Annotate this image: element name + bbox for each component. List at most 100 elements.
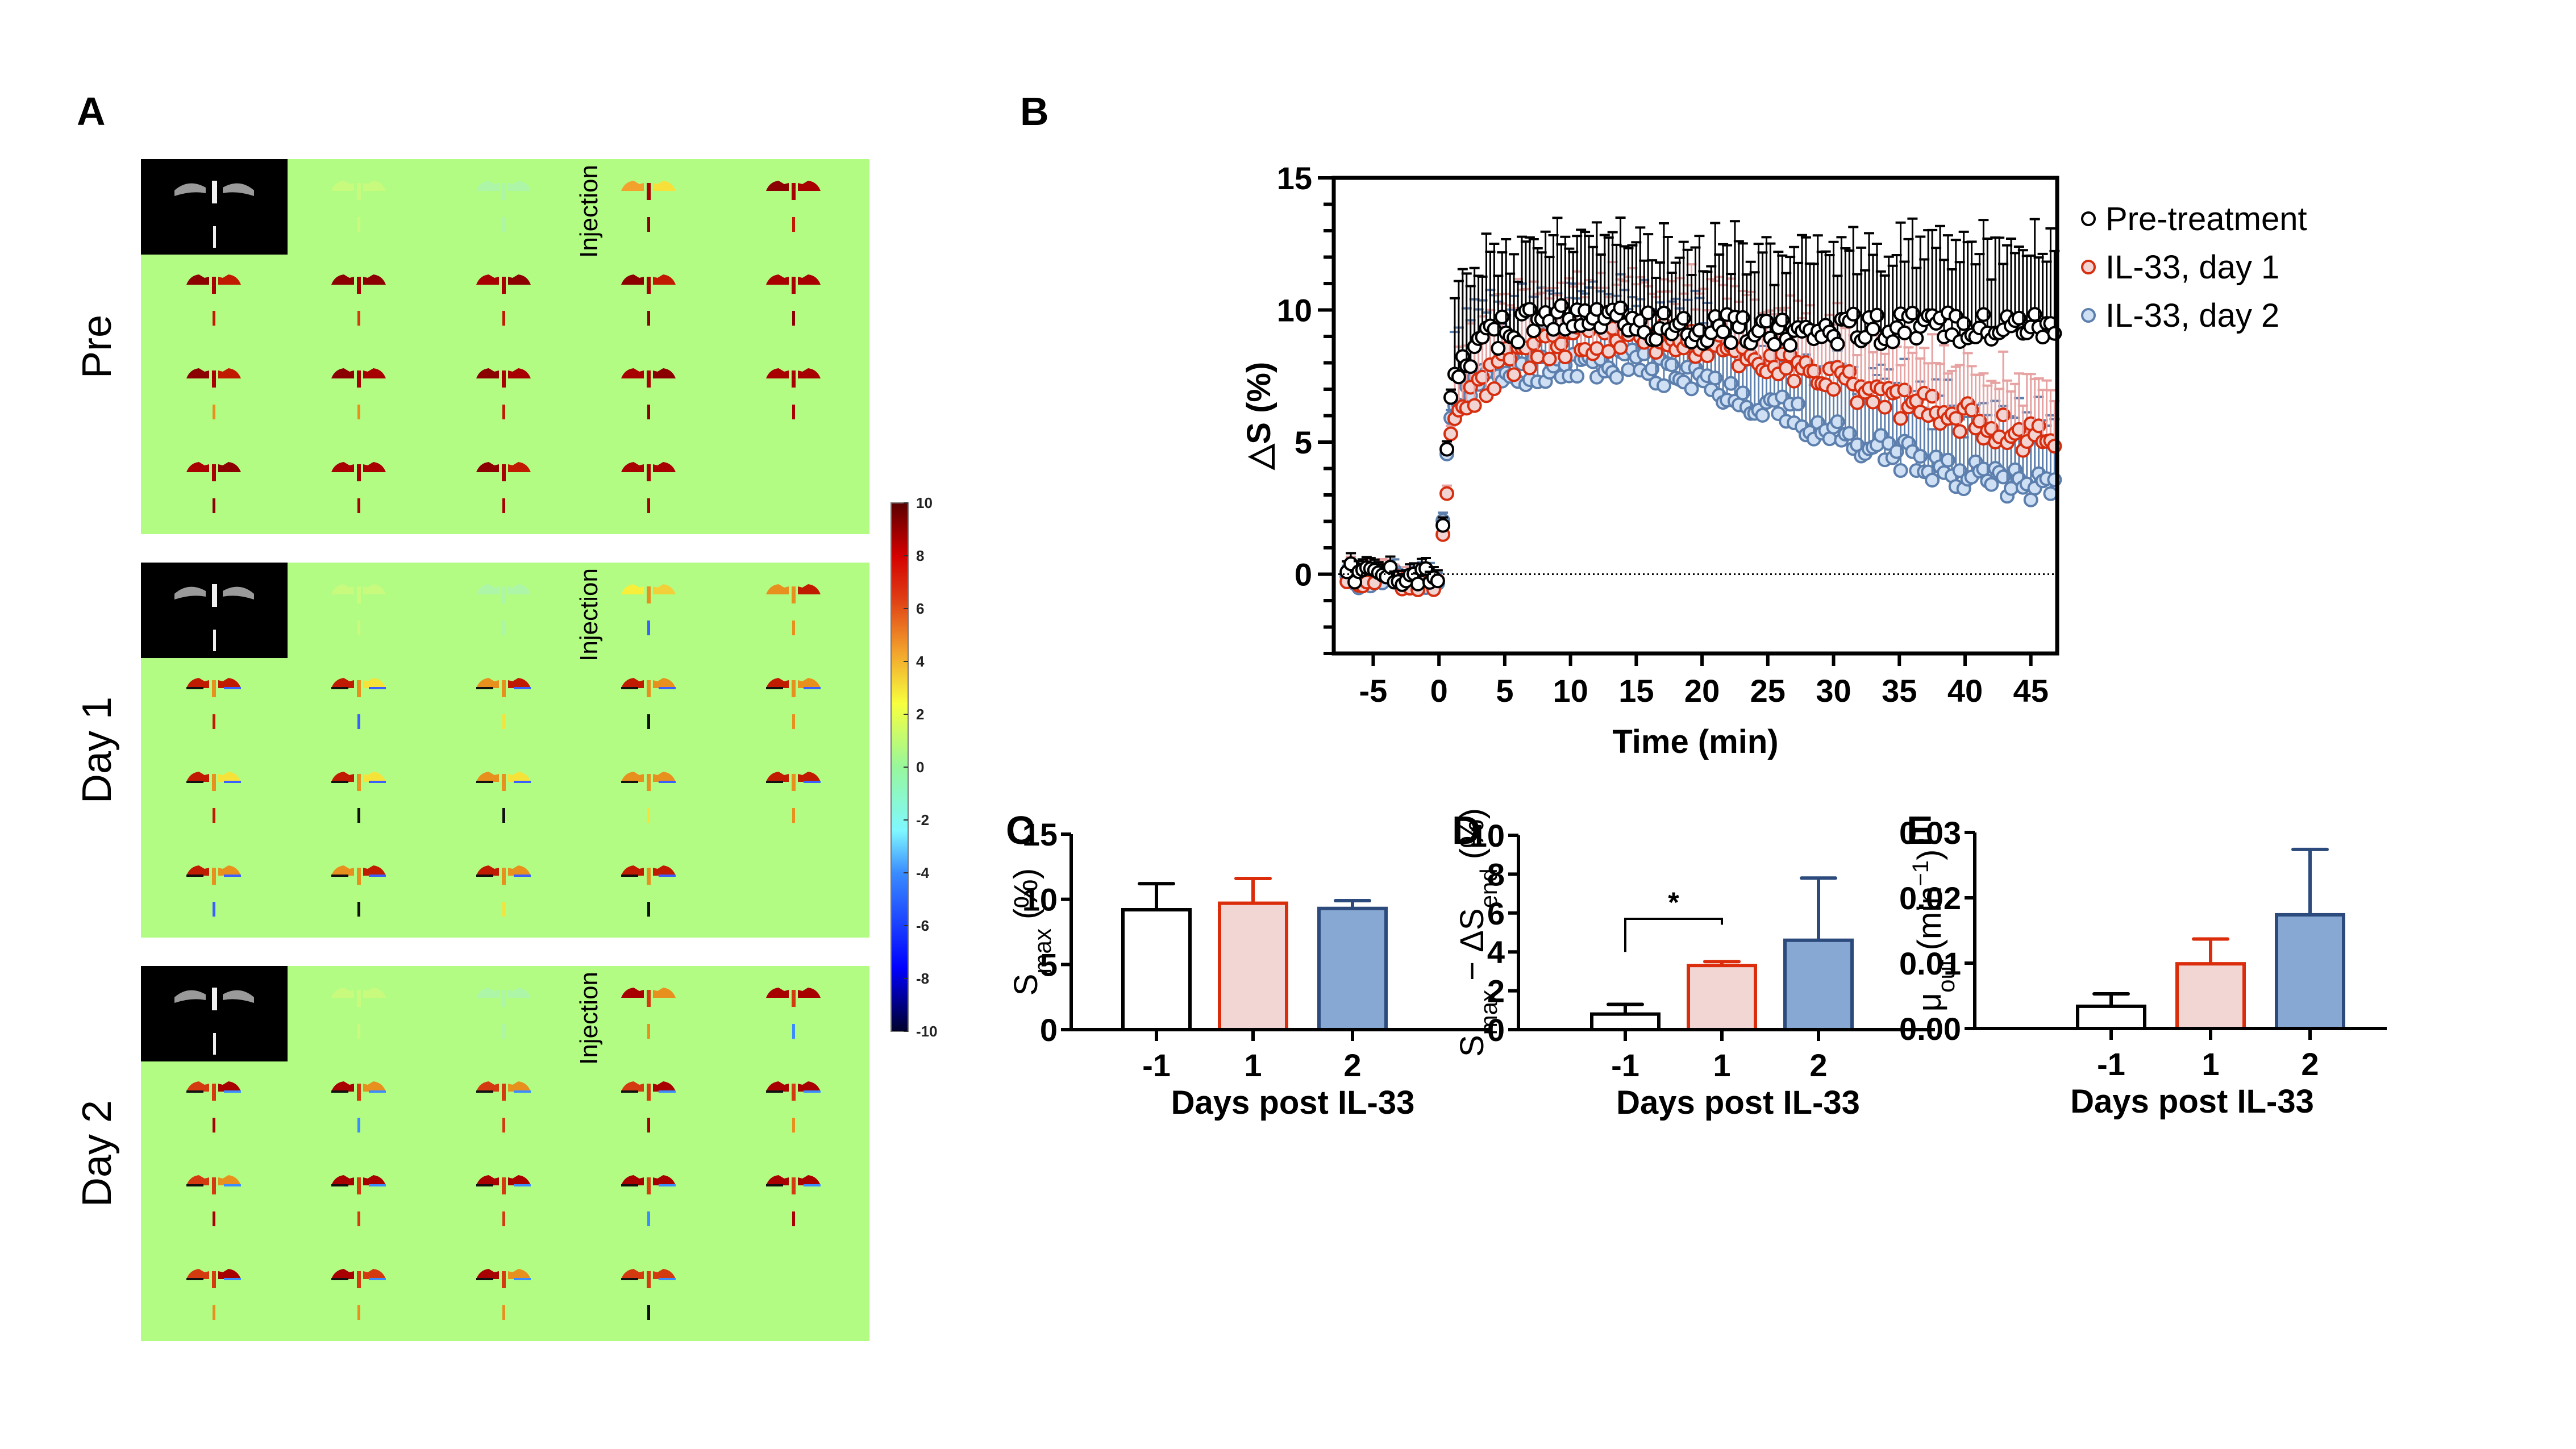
data-point [1546,322,1561,337]
trachea-map [792,277,796,294]
data-point [1463,359,1478,374]
data-point [1684,381,1699,397]
spine-map [213,902,215,917]
lung-right-map [363,988,386,998]
trachea-map [212,774,216,791]
legend-label: Pre-treatment [2105,201,2307,238]
trachea-map [357,277,361,294]
bar [1783,938,1854,1032]
bar [2275,913,2345,1031]
trachea-shape [212,181,217,203]
edge-artifact [621,1278,638,1280]
lung-left-map [766,181,789,191]
spine-map [213,1118,215,1132]
y-tick-label: 15 [1277,160,1312,196]
spine-map [213,714,215,729]
lung-right-map [363,1175,386,1185]
map-frame [331,772,386,823]
lung-left-map [476,584,499,594]
y-title-superscript: −1 [1908,860,1933,886]
map-frame [621,462,676,513]
edge-artifact [331,687,348,689]
x-tick-label: 2 [2301,1046,2319,1082]
map-frame [766,678,821,729]
series-pre-treatment [1339,216,2062,592]
edge-artifact [766,1184,783,1186]
lung-left-map [621,584,644,594]
lung-right-map [363,274,386,285]
lung-left-map [621,274,644,285]
x-axis-title: Days post IL-33 [2070,1083,2314,1120]
spine-map [502,621,505,635]
x-axis-title: Days post IL-33 [1171,1084,1415,1121]
colorbar-tick-label: -8 [916,970,929,987]
data-point [1779,361,1794,376]
edge-artifact [224,1090,241,1093]
spine-map [792,217,795,232]
bar [1590,1012,1661,1032]
spine-map [792,714,795,729]
y-title-main: S [1008,974,1044,996]
data-point [1467,398,1482,413]
trachea-map [647,183,651,200]
data-point [1510,335,1526,350]
y-tick-label: 8 [1487,856,1505,892]
lung-right-shape [223,183,254,196]
legend-label: IL-33, day 1 [2105,249,2279,286]
lung-right-map [218,1081,241,1092]
y-title-subscript: max [1029,928,1056,973]
trachea-map [502,990,506,1007]
map-frame [621,368,676,419]
map-frame [621,1175,676,1226]
spine-map [647,217,650,232]
x-tick-label: 2 [1809,1047,1827,1083]
data-point [1621,362,1636,377]
trachea-map [647,1084,651,1101]
lung-right-map [218,1175,241,1185]
y-tick-label: 4 [1487,934,1505,970]
bar [1218,901,1288,1031]
spine-map [357,1211,360,1226]
data-point [1783,338,1798,353]
trachea-map [792,183,796,200]
data-point [1430,573,1445,589]
lung-right-map [508,988,531,998]
trachea-map [357,680,361,697]
lung-left-map [186,678,209,688]
trachea-map [357,1271,361,1288]
data-point [2035,330,2050,345]
lung-left-map [621,1269,644,1279]
spine-map [357,902,360,917]
lung-right-map [363,1269,386,1279]
x-tick-label: 15 [1618,673,1654,709]
edge-artifact [659,1184,676,1186]
map-frame [186,1175,241,1226]
x-tick-label: 25 [1750,673,1786,709]
lung-right-map [653,462,676,472]
injection-label: Injection [575,568,603,661]
trachea-map [792,370,796,388]
lung-left-map [621,678,644,688]
panel-letter-a: A [77,89,106,134]
edge-artifact [331,1184,348,1186]
edge-artifact [804,781,821,783]
spine-map [357,808,360,823]
lung-right-map [798,1081,821,1092]
lung-right-shape [223,990,254,1003]
bar [1121,908,1192,1031]
trachea-map [502,868,506,885]
spine-map [502,405,505,419]
lung-right-map [363,1081,386,1092]
edge-artifact [476,875,493,877]
lung-right-map [798,274,821,285]
map-frame [766,368,821,419]
map-frame [331,1269,386,1320]
trachea-map [212,1177,216,1194]
y-title-suffix: (%) [1454,808,1491,868]
trachea-map [502,586,506,603]
map-frame [186,462,241,513]
map-frame [476,1081,531,1132]
data-point [1439,486,1455,501]
